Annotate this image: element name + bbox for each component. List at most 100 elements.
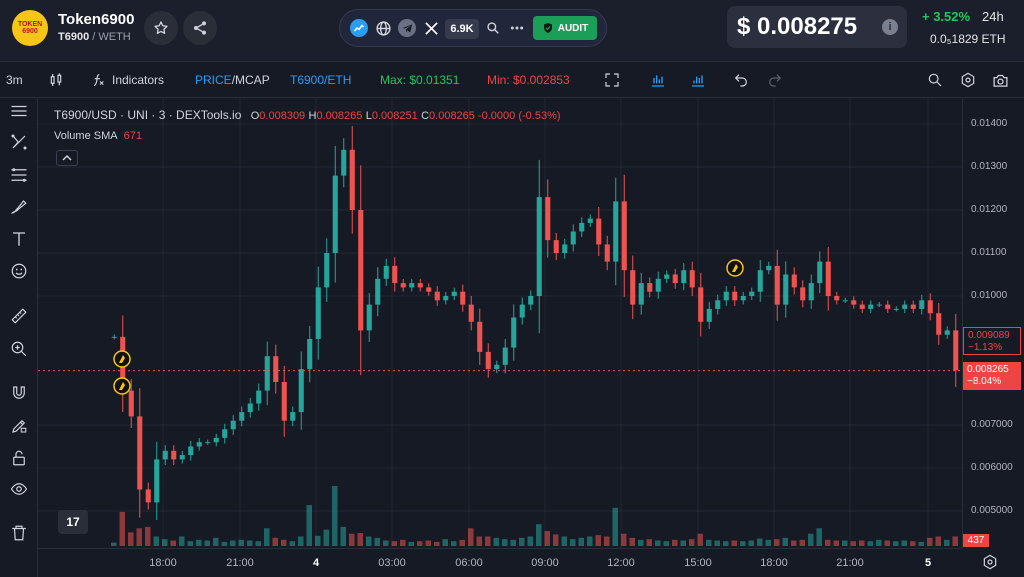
volume-bar — [638, 539, 644, 546]
candle — [740, 296, 746, 301]
token-logo: TOKEN 6900 — [12, 10, 48, 46]
volume-bar — [187, 541, 193, 546]
fullscreen-icon[interactable] — [602, 70, 622, 90]
text-tool-icon[interactable] — [8, 228, 30, 250]
eye-icon[interactable] — [8, 478, 30, 500]
trend-line-icon[interactable] — [8, 131, 30, 153]
price-tick: 0.01000 — [971, 290, 1008, 301]
volume-bar — [289, 541, 295, 546]
candle — [298, 369, 304, 413]
volume-bar — [774, 539, 780, 546]
candle — [417, 283, 423, 288]
volume-bar — [468, 528, 474, 546]
candle — [749, 291, 755, 296]
time-axis[interactable]: 18:00 21:00 4 03:00 06:00 09:00 12:00 15:00 18:0… — [38, 548, 962, 577]
x-twitter-icon[interactable] — [422, 19, 440, 37]
indicators-button[interactable]: Indicators — [112, 73, 165, 87]
info-icon[interactable]: i — [882, 19, 898, 35]
candle — [604, 244, 610, 262]
redo-icon[interactable] — [765, 70, 785, 90]
candle — [630, 270, 636, 305]
telegram-icon[interactable] — [398, 19, 416, 37]
magnet-icon[interactable] — [8, 382, 30, 404]
volume-bar — [731, 540, 737, 546]
volume-bar — [816, 528, 822, 546]
volume-bar — [604, 536, 610, 546]
high-value: 0.008265 — [316, 110, 363, 122]
candle — [451, 291, 457, 296]
previous-price-tag: 0.009089 −1.13% — [963, 327, 1021, 355]
tradingview-logo[interactable]: 17 — [58, 510, 88, 534]
volume-bar — [408, 541, 414, 546]
lock-drawings-icon[interactable] — [8, 415, 30, 437]
price-mcap-toggle[interactable]: PRICE/MCAP — [195, 73, 270, 87]
price-eth: 0.0₅1829 ETH — [930, 32, 1006, 46]
snapshot-camera-icon[interactable] — [990, 70, 1010, 90]
shield-check-icon — [543, 23, 552, 33]
compare-bars-icon[interactable] — [648, 70, 668, 90]
chart-canvas[interactable] — [38, 98, 962, 548]
candle — [128, 390, 134, 417]
pair-quote: / WETH — [89, 31, 131, 43]
event-marker[interactable] — [726, 259, 744, 277]
time-tick: 03:00 — [378, 557, 406, 569]
price-display: $ 0.008275 i — [727, 6, 907, 48]
candle — [672, 274, 678, 284]
chart-toolbar: 3m Indicators PRICE/MCAP T6900/ETH Max: … — [0, 62, 1024, 98]
trash-icon[interactable] — [8, 522, 30, 544]
crosshair-lines-icon[interactable] — [8, 100, 30, 122]
favorite-button[interactable] — [144, 11, 178, 45]
pair-selector[interactable]: T6900/ETH — [290, 73, 352, 87]
share-button[interactable] — [183, 11, 217, 45]
star-icon — [154, 21, 168, 34]
volume-bar — [842, 540, 848, 546]
mcap-option[interactable]: /MCAP — [231, 73, 270, 87]
settings-gear-icon[interactable] — [958, 70, 978, 90]
brush-icon[interactable] — [8, 196, 30, 218]
price-chart[interactable]: T6900/USD · UNI · 3 · DEXTools.io O0.008… — [38, 98, 962, 548]
emoji-icon[interactable] — [8, 260, 30, 282]
quick-search-icon[interactable] — [925, 70, 945, 90]
zoom-in-icon[interactable] — [8, 338, 30, 360]
volume-bar — [493, 537, 499, 546]
time-tick: 15:00 — [684, 557, 712, 569]
candle — [528, 296, 534, 305]
volume-bar — [927, 537, 933, 546]
candle — [817, 261, 823, 284]
audit-button[interactable]: AUDIT — [533, 16, 597, 40]
timeframe-selector[interactable]: 3m — [6, 73, 23, 87]
undo-icon[interactable] — [731, 70, 751, 90]
volume-bar — [510, 539, 516, 546]
lock-icon[interactable] — [8, 447, 30, 469]
price-axis[interactable]: 0.01400 0.01300 0.01200 0.01100 0.01000 0.007… — [962, 98, 1024, 548]
event-marker[interactable] — [113, 377, 131, 395]
candle — [757, 270, 763, 292]
candle — [885, 304, 891, 309]
more-options-icon[interactable] — [508, 19, 526, 37]
fib-retracement-icon[interactable] — [8, 164, 30, 186]
volume-bar — [196, 539, 202, 546]
collapse-legend-button[interactable] — [56, 150, 78, 166]
volume-bar — [502, 539, 508, 546]
volume-bar — [833, 540, 839, 546]
low-value: 0.008251 — [371, 110, 418, 122]
volume-bars-icon[interactable] — [688, 70, 708, 90]
candle — [366, 304, 372, 331]
candles-icon[interactable] — [46, 70, 66, 90]
search-icon[interactable] — [484, 19, 502, 37]
candle — [383, 265, 389, 279]
dextools-chart-icon[interactable] — [350, 19, 368, 37]
volume-bar — [298, 536, 304, 546]
volume-bar — [621, 533, 627, 546]
volume-bar — [825, 539, 831, 546]
volume-bar — [867, 541, 873, 546]
volume-bar — [264, 528, 270, 546]
candle — [910, 304, 916, 309]
indicators-fx-icon[interactable] — [88, 70, 108, 90]
price-option[interactable]: PRICE — [195, 73, 232, 87]
axis-settings-icon[interactable] — [980, 552, 1000, 572]
candle — [647, 283, 653, 292]
event-marker[interactable] — [113, 350, 131, 368]
ruler-icon[interactable] — [8, 305, 30, 327]
website-globe-icon[interactable] — [374, 19, 392, 37]
